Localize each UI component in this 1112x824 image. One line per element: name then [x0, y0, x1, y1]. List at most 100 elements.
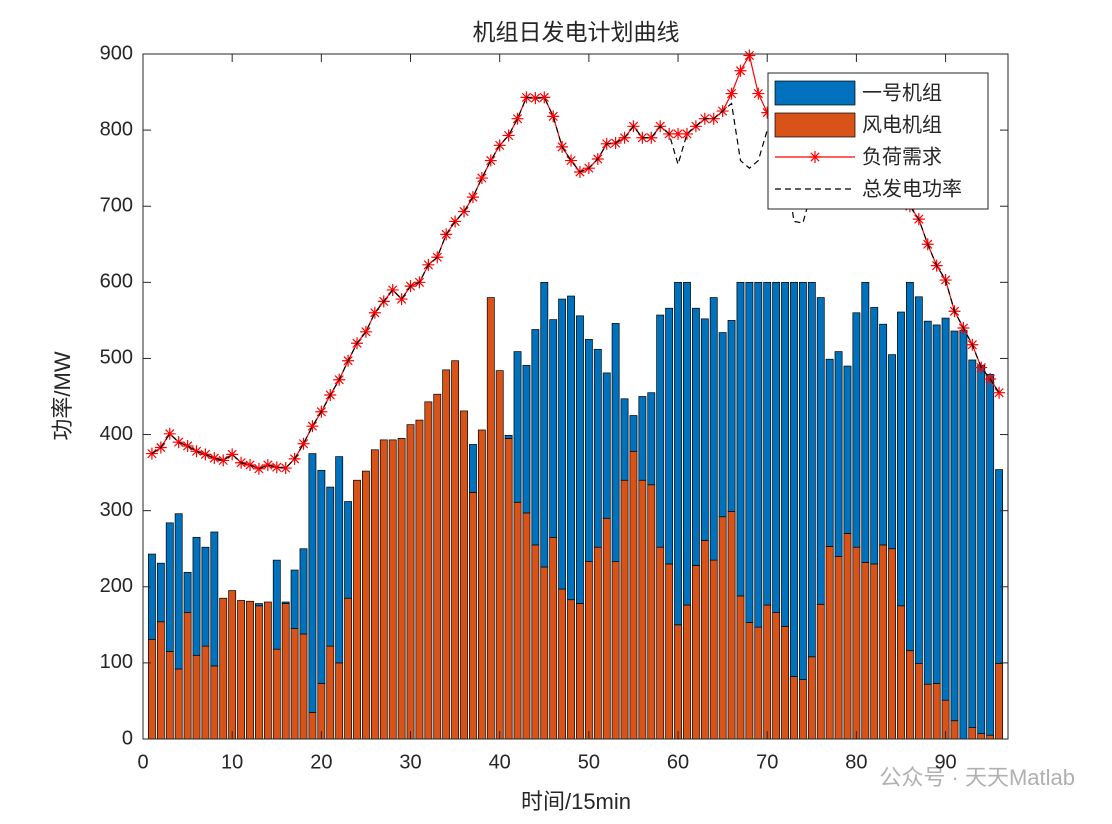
- bar: [665, 563, 674, 740]
- bar: [798, 281, 807, 680]
- marker: [645, 131, 658, 144]
- bar: [219, 597, 228, 740]
- marker: [475, 172, 488, 185]
- bar: [272, 648, 281, 740]
- bar: [683, 604, 691, 740]
- marker: [466, 191, 479, 204]
- bar: [183, 612, 192, 740]
- bar: [718, 332, 727, 518]
- bar: [388, 439, 397, 740]
- marker: [761, 106, 774, 119]
- bar: [807, 656, 816, 740]
- bar: [424, 401, 433, 740]
- marker: [565, 154, 578, 167]
- marker: [752, 87, 765, 100]
- bar: [156, 562, 165, 623]
- marker: [190, 445, 203, 458]
- bar: [816, 603, 825, 740]
- bar: [620, 398, 629, 481]
- bar: [870, 307, 879, 565]
- bar: [317, 683, 326, 740]
- x-tick-label: 50: [578, 751, 600, 773]
- bar: [611, 323, 620, 563]
- x-tick-label: 40: [489, 751, 511, 773]
- bar: [567, 599, 575, 740]
- bar: [736, 595, 745, 740]
- x-tick-label: 60: [667, 751, 689, 773]
- legend-swatch: [774, 80, 856, 106]
- bar: [362, 470, 370, 740]
- bar: [620, 479, 629, 740]
- bar: [834, 351, 843, 557]
- bar: [576, 315, 584, 604]
- bar: [210, 665, 219, 740]
- bar: [754, 281, 763, 628]
- y-tick-label: 700: [100, 195, 133, 217]
- bar: [201, 645, 210, 740]
- bar: [460, 410, 468, 740]
- bar: [888, 354, 896, 550]
- bar: [192, 536, 201, 656]
- bar: [888, 548, 896, 740]
- y-tick-label: 0: [122, 727, 133, 749]
- bar: [602, 517, 611, 740]
- bar: [308, 712, 317, 740]
- marker: [252, 462, 265, 475]
- x-tick-label: 80: [845, 751, 867, 773]
- bar: [825, 546, 834, 740]
- bar: [335, 662, 344, 740]
- bar: [469, 444, 477, 493]
- x-axis-label: 时间/15min: [521, 789, 631, 814]
- bar: [790, 281, 798, 677]
- bar: [709, 559, 718, 740]
- bar: [638, 479, 647, 740]
- bar: [593, 546, 602, 740]
- bar: [513, 351, 522, 503]
- bar: [629, 450, 638, 740]
- marker: [270, 461, 283, 474]
- marker: [538, 91, 551, 104]
- bar: [923, 320, 932, 685]
- bar: [897, 311, 905, 607]
- bar: [210, 531, 219, 667]
- x-tick-label: 0: [137, 751, 148, 773]
- bar: [709, 297, 718, 561]
- bar: [317, 469, 326, 684]
- bar: [995, 663, 1003, 740]
- bar: [469, 492, 477, 740]
- bar: [763, 281, 772, 606]
- bar: [656, 546, 665, 740]
- bar: [968, 359, 977, 728]
- y-tick-label: 400: [100, 423, 133, 445]
- bar: [986, 374, 995, 736]
- marker: [217, 454, 230, 467]
- bar: [656, 314, 665, 548]
- bar: [772, 612, 781, 740]
- marker: [502, 129, 515, 142]
- bar: [183, 571, 192, 614]
- x-tick-label: 90: [934, 751, 956, 773]
- bar: [486, 297, 495, 740]
- marker: [199, 448, 212, 461]
- marker: [511, 112, 524, 125]
- y-tick-label: 800: [100, 118, 133, 140]
- bar: [326, 486, 335, 647]
- bar: [977, 364, 986, 735]
- bar: [861, 281, 870, 563]
- bar: [415, 419, 424, 740]
- bar: [968, 727, 977, 740]
- bar: [558, 298, 567, 590]
- legend-label: 风电机组: [862, 113, 942, 136]
- bar: [781, 281, 789, 627]
- bar: [674, 624, 682, 740]
- bar: [584, 339, 593, 563]
- bar: [148, 553, 156, 640]
- bar: [504, 438, 513, 740]
- bar: [932, 683, 941, 740]
- bar: [165, 522, 174, 652]
- x-tick-label: 10: [221, 751, 243, 773]
- bar: [433, 393, 442, 740]
- bar: [290, 628, 299, 740]
- marker: [297, 437, 310, 450]
